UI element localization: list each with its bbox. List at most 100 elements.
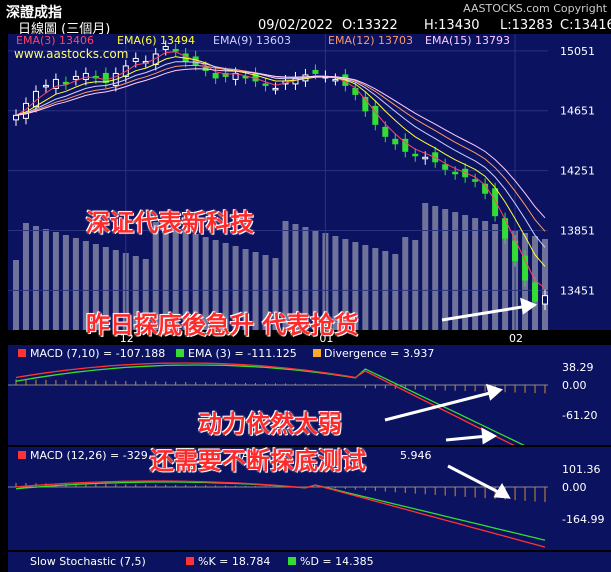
volume-bar [292,224,299,330]
candle-body [102,72,109,83]
macd1-div-swatch [313,349,321,357]
candle-body [262,83,269,86]
volume-bar [172,228,179,330]
candle-body [422,156,429,160]
volume-bar [272,258,279,330]
macd1-chart: MACD (7,10) = -107.188 EMA (3) = -111.12… [8,347,597,445]
macd1-ema-swatch [176,349,184,357]
volume-bar [82,241,89,330]
volume-bar [192,234,199,330]
stoch-label: Slow Stochastic (7,5) [30,555,146,568]
price-y-tick-label: 13451 [560,284,595,297]
volume-bar [362,245,369,330]
macd2-div: 5.946 [400,449,432,462]
macd1-label: MACD (7,10) = -107.188 [30,347,165,360]
candle-body [172,48,179,52]
ema-line [15,56,546,267]
candle-body [72,75,79,80]
volume-bar [142,259,149,330]
ema-lines [15,51,546,289]
candle-body [312,69,319,74]
candle-body [242,75,249,79]
candle-body [452,171,459,175]
ema-legend: EMA(3) 13406 EMA(6) 13494 EMA(9) 13603 EMA(… [16,34,510,47]
volume-bar [492,224,499,330]
ema-legend-label: EMA(3) 13406 [16,34,94,47]
overlay-text-2: 昨日探底後急升 代表抢货 [86,310,359,339]
price-y-tick-label: 14651 [560,105,595,118]
macd1-legend-swatch [18,349,26,357]
quote-date: 09/02/2022 [258,18,333,33]
candle-body [532,282,539,302]
price-y-tick-label: 14251 [560,165,595,178]
volume-bar [262,255,269,330]
macd1-panel [8,345,611,445]
ema-line [15,61,546,248]
copyright-text: AASTOCKS.com Copyright [463,2,607,15]
candle-body [512,240,519,262]
price-x-tick-label: 02 [509,332,523,344]
candle-body [332,78,339,82]
volume-bar [252,252,259,330]
volume-bar [402,237,409,330]
candle-body [272,87,279,91]
macd1-ytick-0: 38.29 [562,361,594,374]
quote-low: L:13283 [500,18,553,33]
ema-line [15,68,546,219]
volume-bar [182,231,189,330]
candle-body [52,78,59,89]
candle-body [502,218,509,239]
volume-bar [302,227,309,330]
macd2-legend-swatch [18,451,26,459]
volume-bar [92,244,99,330]
volume-bar [342,239,349,330]
candle-body [412,153,419,157]
volume-bar [442,209,449,330]
period-label: 日線圖 (三個月) [18,22,111,37]
volume-bar [352,242,359,330]
candle-body [13,114,19,121]
candle-body [472,179,479,182]
macd2-plot [8,480,548,548]
volume-bar [212,240,219,330]
header-bar: 深證成指 AASTOCKS.com Copyright [0,0,611,21]
ema-legend-label: EMA(15) 13793 [425,34,510,47]
candle-body [212,72,219,79]
ema-legend-label: EMA(12) 13703 [328,34,413,47]
volume-bar [32,226,39,330]
volume-bar [472,218,479,330]
candle-body [82,72,89,80]
volume-bar [72,238,79,330]
candle-body [222,72,229,77]
volume-bar [452,212,459,330]
candle-body [382,126,389,137]
volume-bar [332,236,339,330]
price-x-tick-label: 12 [120,332,134,344]
quote-close: C:13416 [560,18,611,33]
volume-bar [482,221,489,330]
quote-bar: 日線圖 (三個月) 09/02/2022 O:13322 H:13430 L:1… [0,18,611,37]
volume-bar [102,247,109,330]
overlay-text-4: 还需要不断探底测试 [150,446,366,475]
volume-bar [202,237,209,330]
volume-bar [152,222,159,330]
candle-body [362,96,369,112]
volume-bar [242,249,249,330]
volume-bar [42,229,49,330]
stoch-panel [8,552,611,572]
volume-bar [392,254,399,330]
candle-body [162,45,169,50]
price-x-tick-label: 01 [319,332,333,344]
volume-bar [132,256,139,330]
candle-body [522,255,529,281]
macd2-label: MACD (12,26) = -329. [30,449,151,462]
stoch-d-swatch [288,557,296,565]
candle-body [392,138,399,145]
volume-bar [52,232,59,330]
watermark: www.aastocks.com [14,47,128,61]
volume-bar [502,227,509,330]
volume-bar [432,206,439,330]
overlay-text-1: 深证代表新科技 [86,208,254,237]
volume-bar [162,225,169,330]
price-x-ticks: 12 01 02 [120,332,523,344]
